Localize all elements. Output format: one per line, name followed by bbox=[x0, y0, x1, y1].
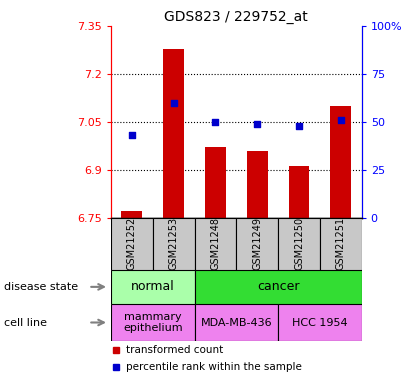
Text: normal: normal bbox=[131, 280, 175, 293]
Text: GSM21248: GSM21248 bbox=[210, 217, 220, 270]
Text: MDA-MB-436: MDA-MB-436 bbox=[201, 318, 272, 327]
Text: GSM21251: GSM21251 bbox=[336, 217, 346, 270]
Text: percentile rank within the sample: percentile rank within the sample bbox=[126, 362, 302, 372]
Text: GSM21250: GSM21250 bbox=[294, 217, 304, 270]
Bar bbox=[278, 217, 320, 270]
Point bbox=[129, 132, 135, 138]
Bar bbox=[111, 270, 194, 304]
Bar bbox=[278, 304, 362, 341]
Point bbox=[212, 119, 219, 125]
Bar bbox=[236, 217, 278, 270]
Title: GDS823 / 229752_at: GDS823 / 229752_at bbox=[164, 10, 308, 24]
Bar bbox=[205, 147, 226, 218]
Text: cancer: cancer bbox=[257, 280, 299, 293]
Bar bbox=[320, 217, 362, 270]
Point bbox=[296, 123, 302, 129]
Text: cell line: cell line bbox=[4, 318, 47, 327]
Text: transformed count: transformed count bbox=[126, 345, 223, 355]
Bar bbox=[111, 304, 194, 341]
Point bbox=[337, 117, 344, 123]
Bar bbox=[194, 270, 362, 304]
Text: HCC 1954: HCC 1954 bbox=[292, 318, 348, 327]
Text: GSM21253: GSM21253 bbox=[169, 217, 179, 270]
Bar bbox=[194, 217, 236, 270]
Bar bbox=[330, 106, 351, 218]
Text: GSM21249: GSM21249 bbox=[252, 217, 262, 270]
Point bbox=[254, 121, 261, 127]
Point bbox=[171, 100, 177, 106]
Text: mammary
epithelium: mammary epithelium bbox=[123, 312, 182, 333]
Bar bbox=[111, 217, 153, 270]
Bar bbox=[121, 211, 142, 217]
Bar bbox=[163, 48, 184, 217]
Bar bbox=[247, 150, 268, 217]
Bar bbox=[194, 304, 278, 341]
Bar bbox=[153, 217, 194, 270]
Bar bbox=[289, 166, 309, 218]
Text: GSM21252: GSM21252 bbox=[127, 217, 137, 270]
Text: disease state: disease state bbox=[4, 282, 78, 292]
